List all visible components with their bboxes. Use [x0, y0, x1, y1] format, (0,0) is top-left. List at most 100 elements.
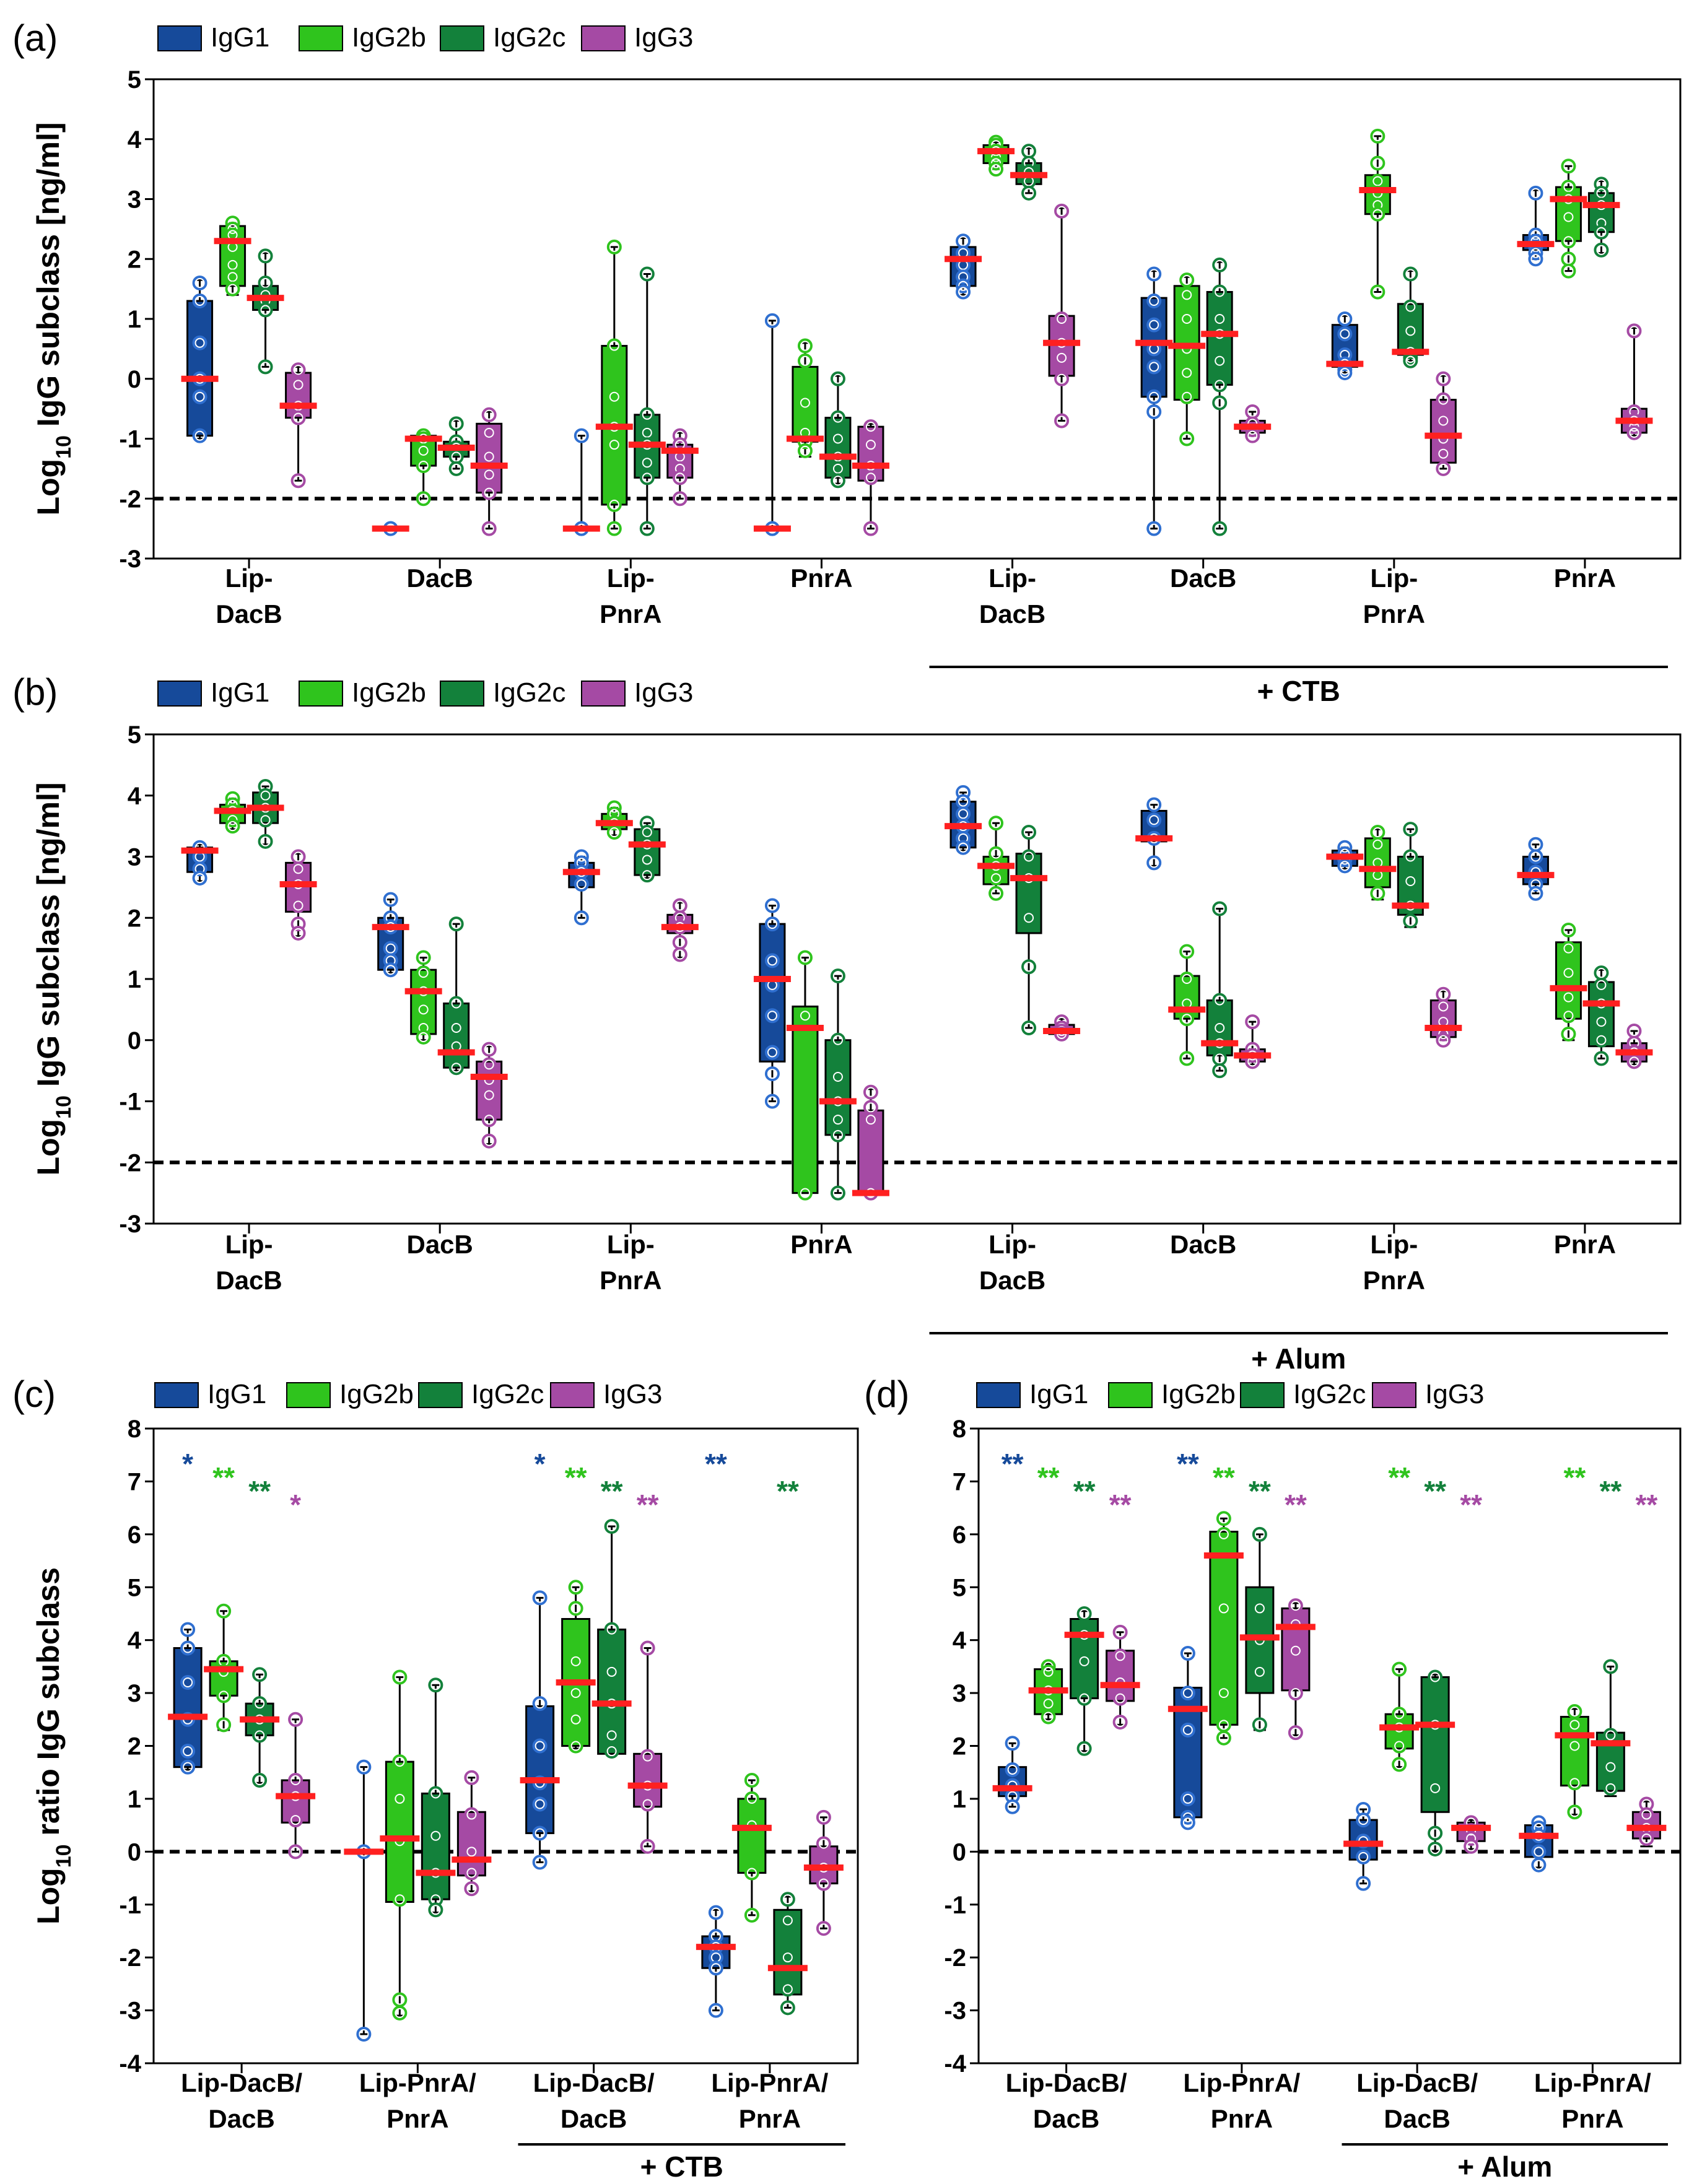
data-point-inner — [1358, 1878, 1369, 1889]
data-point — [1054, 203, 1070, 219]
data-point-inner — [1290, 1688, 1301, 1699]
data-point — [1337, 326, 1353, 342]
data-point — [1179, 287, 1195, 303]
data-point — [448, 996, 464, 1011]
x-category-label: DacB — [979, 599, 1045, 629]
data-point-inner — [1182, 974, 1192, 984]
data-point-inner — [484, 451, 494, 462]
box-body — [1140, 297, 1167, 398]
data-point-inner — [1149, 295, 1159, 306]
data-point-inner — [1079, 1743, 1089, 1754]
data-point-inner — [1596, 1053, 1607, 1064]
box-body — [759, 923, 786, 1063]
y-tick-label: -3 — [119, 1998, 141, 2025]
data-point — [252, 1667, 268, 1682]
data-point-inner — [359, 1762, 369, 1772]
data-point — [1561, 263, 1576, 279]
data-point-inner — [1438, 415, 1449, 426]
x-category-label: Lip-DacB/ — [1356, 2068, 1478, 2097]
data-point — [672, 491, 687, 507]
data-point-inner — [1024, 962, 1034, 972]
data-point — [1561, 1008, 1576, 1024]
data-point — [1252, 1664, 1267, 1679]
data-point — [532, 1590, 548, 1606]
x-category-label: Lip- — [988, 563, 1036, 593]
data-point-inner — [293, 928, 303, 938]
data-point-inner — [576, 913, 587, 923]
data-point-inner — [1079, 1656, 1089, 1666]
box-IgG2c — [819, 968, 857, 1201]
data-point — [574, 428, 589, 443]
data-point-inner — [800, 398, 810, 408]
box-IgG2b — [1359, 128, 1397, 300]
box-IgG3 — [661, 898, 699, 962]
box-IgG1 — [1519, 1815, 1559, 1873]
data-point — [988, 162, 1004, 177]
box-IgG1 — [1326, 311, 1364, 381]
data-point-inner — [1563, 161, 1574, 172]
data-point — [956, 269, 971, 285]
data-point — [1021, 155, 1037, 171]
data-point-inner — [1247, 430, 1258, 441]
data-point — [744, 1907, 759, 1923]
box-IgG2b — [1168, 272, 1206, 446]
box-IgG3 — [661, 428, 699, 507]
data-point-inner — [535, 1857, 545, 1868]
x-category-label: DacB — [1384, 2104, 1450, 2133]
data-point-inner — [260, 277, 271, 288]
data-point-inner — [535, 1828, 545, 1838]
data-point — [816, 1876, 831, 1891]
data-point-inner — [1057, 373, 1067, 384]
box-body — [597, 1629, 627, 1755]
significance-mark: ** — [1002, 1448, 1024, 1480]
y-tick-label: -1 — [944, 1892, 966, 1919]
data-point — [1252, 1717, 1267, 1733]
data-point-inner — [1596, 980, 1607, 990]
data-point-inner — [609, 827, 619, 837]
data-point — [568, 1580, 583, 1595]
data-point-inner — [1373, 827, 1383, 837]
data-point-inner — [958, 236, 969, 246]
box-IgG3 — [1451, 1815, 1491, 1854]
data-point-inner — [293, 864, 303, 874]
data-point — [1436, 461, 1451, 476]
data-point-inner — [1182, 1793, 1193, 1804]
data-point-inner — [1182, 1688, 1193, 1699]
data-point — [1112, 1715, 1128, 1730]
x-category-label: Lip- — [607, 563, 655, 593]
data-point-inner — [1182, 433, 1192, 444]
data-point-inner — [1563, 236, 1574, 246]
data-point — [288, 1812, 303, 1828]
box-body — [824, 417, 852, 479]
data-point — [392, 1669, 408, 1685]
significance-mark: ** — [565, 1461, 587, 1494]
data-point — [1403, 266, 1418, 282]
data-point — [988, 816, 1004, 831]
data-point — [1245, 1014, 1260, 1030]
data-point — [1567, 1775, 1582, 1791]
box-body — [385, 1760, 414, 1903]
data-point — [392, 2005, 408, 2021]
data-point — [1054, 350, 1070, 365]
x-category-label: PnrA — [1554, 1230, 1616, 1259]
box-IgG2c — [1582, 965, 1620, 1066]
data-point-inner — [227, 815, 238, 825]
data-point-inner — [418, 445, 429, 456]
significance-mark: ** — [1037, 1461, 1060, 1494]
panel-label: (c) — [12, 1373, 56, 1415]
data-point — [606, 521, 622, 536]
data-point-inner — [451, 998, 461, 1009]
y-tick-label: 3 — [953, 1680, 966, 1707]
box-IgG2b — [1028, 1659, 1068, 1725]
data-point-inner — [1373, 131, 1383, 141]
data-point-inner — [710, 1907, 721, 1918]
box-IgG3 — [1626, 1796, 1667, 1848]
data-point — [604, 1622, 619, 1637]
data-point-inner — [991, 848, 1002, 859]
y-tick-label: 2 — [128, 246, 141, 273]
x-category-label: DacB — [1170, 563, 1236, 593]
data-point — [1216, 1601, 1231, 1616]
data-point — [416, 458, 431, 474]
data-point-inner — [1569, 1720, 1580, 1730]
data-point — [416, 1002, 431, 1017]
